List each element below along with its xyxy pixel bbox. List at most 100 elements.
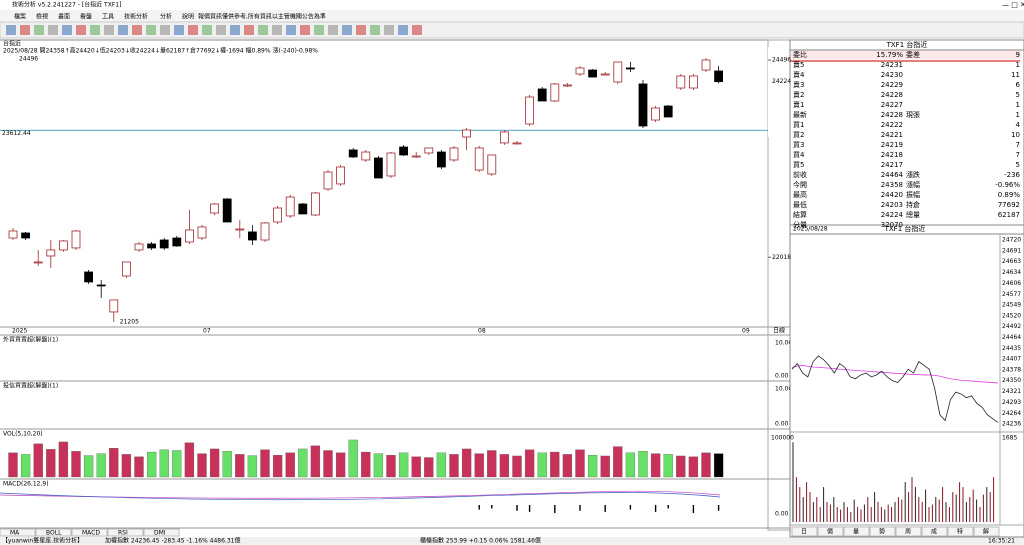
tool-icon[interactable] xyxy=(118,25,128,35)
tab-label[interactable]: 價 xyxy=(827,528,833,536)
y-tick-label: 24435 xyxy=(1002,345,1021,352)
quote-label: 委差 xyxy=(906,50,920,59)
menu-item[interactable]: 檢視 xyxy=(36,13,48,21)
tab[interactable] xyxy=(71,528,108,537)
candle-body xyxy=(109,299,119,313)
quote-value: 24219 xyxy=(881,141,903,149)
tool-icon[interactable] xyxy=(90,25,100,35)
tab-label[interactable]: 勢 xyxy=(879,528,885,536)
quote-label: 總量 xyxy=(906,210,920,219)
quote-label: 最新 xyxy=(793,110,807,119)
tab-label[interactable]: MA xyxy=(10,530,20,537)
tool-icon[interactable] xyxy=(398,25,408,35)
tab-label[interactable]: 特 xyxy=(957,528,963,536)
tool-icon[interactable] xyxy=(62,25,72,35)
tool-icon[interactable] xyxy=(230,25,240,35)
volume-bar xyxy=(335,452,346,478)
tab[interactable] xyxy=(895,526,922,537)
y-tick-label: 24634 xyxy=(1002,269,1021,276)
window-controls[interactable]: — □ ✕ xyxy=(1002,1,1024,9)
menu-item[interactable]: 檔案 xyxy=(14,13,26,21)
tool-icon[interactable] xyxy=(34,25,44,35)
axis-label: 100000 xyxy=(771,435,794,442)
menu-item[interactable]: 分析 xyxy=(160,13,172,21)
candle-body xyxy=(159,239,169,249)
volume-bar xyxy=(298,448,308,478)
tab-label[interactable]: 量 xyxy=(853,529,859,536)
y-tick-label: 24236 xyxy=(1002,421,1021,428)
tool-icon[interactable] xyxy=(314,25,324,35)
tab[interactable] xyxy=(143,528,180,537)
volume-bar xyxy=(83,455,94,478)
candle-body xyxy=(638,83,648,127)
y-tick-label: 24492 xyxy=(1002,323,1021,330)
tool-icon[interactable] xyxy=(384,25,394,35)
volume-bar xyxy=(638,451,648,478)
tab[interactable] xyxy=(35,528,72,537)
tab[interactable] xyxy=(973,526,1000,537)
tool-icon[interactable] xyxy=(286,25,296,35)
candle-body xyxy=(46,249,56,257)
tool-icon[interactable] xyxy=(272,25,282,35)
volume-bar xyxy=(449,454,459,478)
tab-label[interactable]: DMI xyxy=(154,530,166,537)
tab-label[interactable]: 解 xyxy=(983,528,989,536)
quote-value: 4 xyxy=(1016,121,1021,129)
tool-icon[interactable] xyxy=(188,25,198,35)
tool-icon[interactable] xyxy=(174,25,184,35)
tool-icon[interactable] xyxy=(6,25,16,35)
tool-icon[interactable] xyxy=(300,25,310,35)
tool-icon[interactable] xyxy=(76,25,86,35)
candle-body xyxy=(588,69,597,78)
menu-item[interactable]: 技術分析 xyxy=(124,13,148,21)
quote-label: 買2 xyxy=(793,131,804,139)
axis-label: 10.00 xyxy=(775,340,792,347)
tool-icon[interactable] xyxy=(342,25,352,35)
panel-title: 投信買賣超(解盤)(1) xyxy=(3,382,58,390)
quote-label: 結算 xyxy=(793,210,807,219)
quote-value: 24218 xyxy=(881,151,903,159)
menu-item[interactable]: 說明 xyxy=(182,13,194,21)
tab[interactable] xyxy=(791,526,818,537)
window-title: 技術分析 v5.2.241227 - [台指近 TXF1] xyxy=(12,1,121,9)
tool-icon[interactable] xyxy=(244,25,254,35)
tool-icon[interactable] xyxy=(160,25,170,35)
tab[interactable] xyxy=(107,528,144,537)
tool-icon[interactable] xyxy=(132,25,142,35)
tab[interactable] xyxy=(843,526,870,537)
tool-icon[interactable] xyxy=(146,25,156,35)
menu-item[interactable]: 看盤 xyxy=(80,13,92,21)
tab-label[interactable]: MACD xyxy=(82,530,100,537)
tab-label[interactable]: 日 xyxy=(801,529,807,536)
tab[interactable] xyxy=(0,528,36,537)
tool-icon[interactable] xyxy=(20,25,30,35)
tool-icon[interactable] xyxy=(104,25,114,35)
menu-item[interactable]: 工具 xyxy=(102,14,114,21)
tool-icon[interactable] xyxy=(370,25,380,35)
volume-bar xyxy=(411,456,421,478)
tab-label[interactable]: BOLL xyxy=(46,530,62,537)
tool-icon[interactable] xyxy=(412,25,422,35)
volume-bar xyxy=(663,454,673,478)
tab[interactable] xyxy=(869,526,896,537)
tool-icon[interactable] xyxy=(356,25,366,35)
tool-icon[interactable] xyxy=(202,25,212,35)
y-tick-label: 24321 xyxy=(1002,388,1021,395)
quote-value: 32070 xyxy=(881,221,903,229)
macd-line xyxy=(0,490,721,499)
tab[interactable] xyxy=(947,526,974,537)
tab[interactable] xyxy=(921,526,948,537)
tab-label[interactable]: 成 xyxy=(931,528,937,536)
tool-icon[interactable] xyxy=(258,25,268,35)
tool-icon[interactable] xyxy=(216,25,226,35)
tool-icon[interactable] xyxy=(48,25,58,35)
tab-label[interactable]: 周 xyxy=(905,529,911,536)
quote-label: 分量 xyxy=(793,220,807,229)
candle-body xyxy=(575,67,585,75)
menu-item[interactable]: 畫面 xyxy=(58,13,70,21)
tool-icon[interactable] xyxy=(328,25,338,35)
tab-label[interactable]: RSI xyxy=(118,530,128,537)
tab[interactable] xyxy=(817,526,844,537)
volume-bar xyxy=(676,455,686,478)
high-label: 24496 xyxy=(19,55,38,62)
